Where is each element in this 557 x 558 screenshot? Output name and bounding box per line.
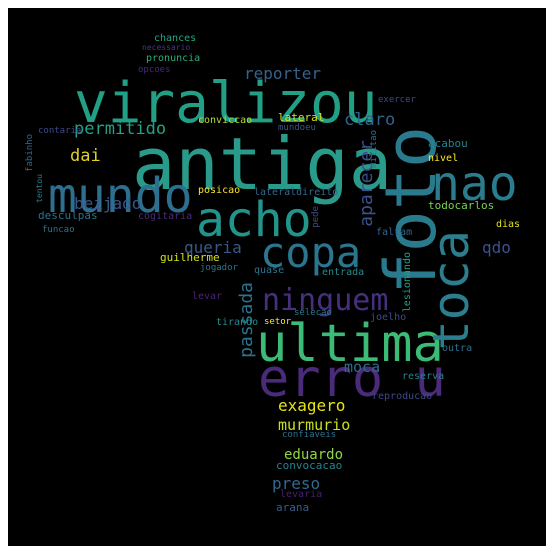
word-ninguem: ninguem bbox=[262, 283, 389, 318]
word-antiga: antiga bbox=[132, 122, 393, 206]
word-levar: levar bbox=[192, 291, 223, 302]
word-copa: copa bbox=[260, 228, 362, 277]
word-claro: claro bbox=[344, 110, 396, 130]
word-nao: nao bbox=[431, 156, 518, 212]
word-confiaveis: confiaveis bbox=[282, 430, 337, 440]
word-beijado: beijado bbox=[74, 194, 142, 213]
word-nivel: nivel bbox=[428, 153, 459, 164]
word-reporter: reporter bbox=[244, 64, 322, 83]
word-exercer: exercer bbox=[378, 95, 416, 105]
word-viralizou: viralizou bbox=[74, 71, 378, 136]
word-qdo: qdo bbox=[482, 238, 511, 257]
word-tirando: tirando bbox=[216, 317, 259, 328]
word-lesionando: lesionando bbox=[402, 252, 413, 313]
word-contaria: contaria bbox=[38, 126, 82, 136]
word-selecao: selecao bbox=[294, 308, 332, 318]
word-necessario: necessario bbox=[142, 43, 191, 52]
word-tentou: tentou bbox=[35, 174, 44, 203]
word-desculpas: desculpas bbox=[38, 209, 98, 222]
word-conviccao: conviccao bbox=[198, 115, 253, 126]
word-preso: preso bbox=[272, 474, 321, 493]
word-errou: erro u bbox=[258, 349, 446, 409]
word-jogador: jogador bbox=[200, 263, 238, 273]
word-setor: setor bbox=[264, 317, 292, 327]
word-lateraldireito: lateraldireito bbox=[254, 187, 339, 198]
word-exagero: exagero bbox=[278, 396, 346, 415]
word-eduardo: eduardo bbox=[284, 447, 344, 463]
word-dias: dias bbox=[496, 219, 521, 230]
word-opcoes: opcoes bbox=[138, 65, 171, 75]
word-reserva: reserva bbox=[402, 371, 445, 382]
word-funcao: funcao bbox=[42, 225, 75, 235]
word-chances: chances bbox=[154, 33, 197, 44]
word-murmurio: murmurio bbox=[278, 416, 351, 434]
word-posicao: posicao bbox=[198, 185, 241, 196]
word-faltam: faltam bbox=[376, 227, 413, 238]
word-acho: acho bbox=[196, 192, 312, 248]
word-guilherme: guilherme bbox=[160, 251, 220, 264]
word-permitido: permitido bbox=[74, 119, 167, 139]
word-quase: quase bbox=[254, 265, 285, 276]
word-queria: queria bbox=[184, 238, 242, 257]
word-ultima: ultima bbox=[256, 314, 444, 374]
word-outra: outra bbox=[442, 343, 473, 354]
word-mundo: mundo bbox=[48, 168, 193, 224]
word-todocarlos: todocarlos bbox=[428, 199, 495, 212]
word-pronuncia: pronuncia bbox=[146, 53, 201, 64]
word-reproducao: reproducao bbox=[372, 391, 433, 402]
word-cloud-canvas: antiga foto viralizou ultima erro u mund… bbox=[8, 8, 546, 546]
word-acabou: acabou bbox=[428, 137, 468, 150]
word-cogitaria: cogitaria bbox=[138, 211, 193, 222]
word-entrada: entrada bbox=[322, 267, 365, 278]
word-toca: toca bbox=[422, 230, 480, 351]
word-lateral: lateral bbox=[278, 111, 325, 124]
word-arana: arana bbox=[276, 501, 310, 514]
word-dai: dai bbox=[70, 146, 101, 166]
word-mundoeu: mundoeu bbox=[278, 123, 316, 133]
word-fabinho: fabinho bbox=[25, 134, 35, 172]
word-moca: moca bbox=[344, 358, 381, 376]
word-joelho: joelho bbox=[370, 312, 407, 323]
word-levaria: levaria bbox=[280, 489, 323, 500]
word-convocacao: convocacao bbox=[276, 459, 343, 472]
word-militao: militao bbox=[369, 130, 379, 168]
word-pede: pede bbox=[311, 206, 321, 228]
